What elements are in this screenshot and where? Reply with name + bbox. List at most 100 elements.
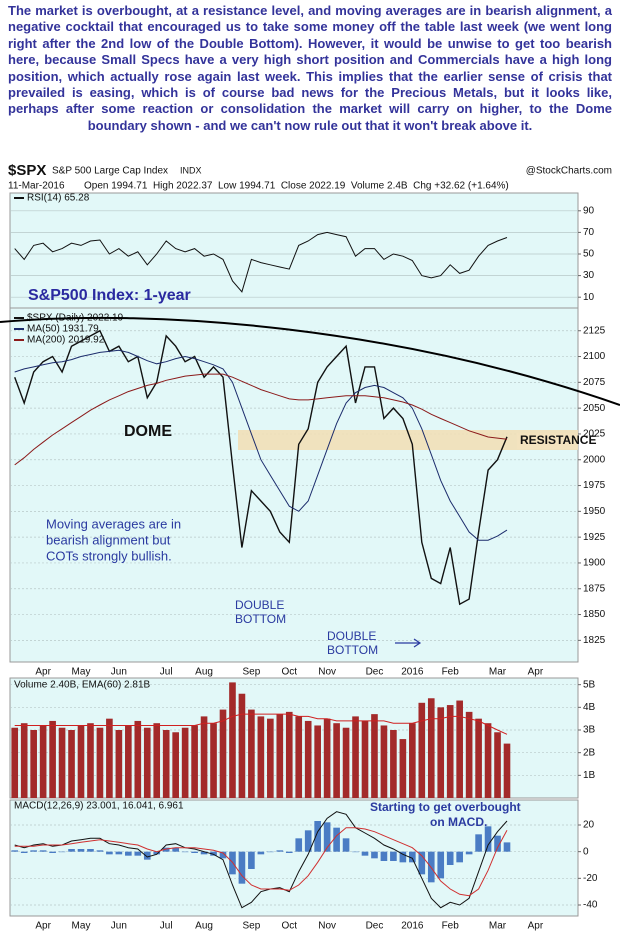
annotation: RESISTANCE	[520, 433, 596, 447]
bar	[361, 720, 369, 798]
x-tick-label: Aug	[195, 921, 213, 932]
y-tick-label: 2125	[583, 325, 606, 336]
y-tick-label: 90	[583, 205, 595, 216]
exchange: INDX	[180, 165, 202, 175]
bar	[437, 707, 445, 798]
bar	[30, 730, 37, 798]
bar	[475, 834, 482, 852]
series-line	[14, 713, 508, 735]
bar	[115, 851, 123, 855]
x-tick-label: Jun	[111, 667, 127, 678]
bar	[219, 851, 227, 859]
x-tick-label: Jul	[160, 921, 173, 932]
series-line	[14, 373, 508, 466]
bar	[323, 822, 331, 852]
bar	[427, 698, 435, 798]
x-tick-label: Apr	[528, 921, 544, 932]
x-tick-label: Dec	[366, 667, 384, 678]
y-tick-label: 2B	[583, 747, 596, 758]
bar	[134, 720, 142, 798]
bar	[409, 851, 416, 863]
bar	[153, 851, 161, 855]
x-tick-label: Jul	[160, 667, 173, 678]
bar	[475, 718, 482, 798]
y-tick-label: 4B	[583, 702, 596, 713]
bar	[181, 727, 189, 798]
bar	[87, 723, 94, 798]
bar	[20, 851, 28, 853]
y-tick-label: 0	[583, 846, 589, 857]
annotation: S&P500 Index: 1-year	[28, 287, 191, 304]
y-tick-label: 2050	[583, 403, 606, 414]
bar	[503, 842, 511, 852]
bar	[191, 851, 198, 853]
bar	[219, 709, 227, 798]
bar	[285, 851, 293, 853]
bar	[238, 693, 246, 798]
bar	[248, 709, 255, 798]
bar	[257, 716, 265, 798]
legend-label: MA(200) 2019.92	[27, 335, 105, 346]
legend-label: MA(50) 1931.79	[27, 324, 99, 335]
x-tick-label: Nov	[318, 921, 336, 932]
y-tick-label: 1B	[583, 770, 596, 781]
y-tick-label: 5B	[583, 679, 596, 690]
bar	[295, 716, 303, 798]
bar	[465, 711, 473, 798]
bar	[58, 851, 66, 853]
bar	[456, 700, 463, 798]
bar	[11, 727, 19, 798]
y-tick-label: -40	[583, 900, 598, 911]
annotation: DOUBLE	[327, 629, 376, 643]
y-tick-label: 1975	[583, 480, 606, 491]
bar	[352, 851, 359, 853]
bar	[68, 849, 75, 852]
bar	[399, 851, 407, 863]
annotation: COTs strongly bullish.	[46, 548, 172, 563]
bar	[87, 849, 94, 852]
bar	[200, 716, 208, 798]
bar	[380, 725, 388, 798]
bar	[143, 851, 151, 860]
bar	[342, 727, 350, 798]
series-line	[14, 231, 508, 293]
bar	[342, 838, 350, 852]
resistance-band	[238, 430, 578, 450]
bar	[380, 851, 388, 861]
legend-label: RSI(14) 65.28	[27, 193, 90, 204]
bar	[285, 711, 293, 798]
quote: Open 1994.71 High 2022.37 Low 1994.71 Cl…	[84, 181, 509, 192]
bar	[314, 725, 321, 798]
bar	[390, 851, 397, 861]
bar	[248, 851, 255, 869]
bar	[333, 827, 340, 852]
x-tick-label: 2016	[401, 667, 424, 678]
bar	[20, 723, 28, 798]
bar	[106, 851, 113, 855]
bar	[210, 723, 217, 798]
series-line	[14, 811, 508, 909]
bar	[494, 835, 501, 852]
bar	[238, 851, 246, 884]
bar	[125, 851, 132, 856]
bar	[39, 725, 47, 798]
bar	[77, 849, 85, 852]
bar	[210, 851, 217, 856]
x-tick-label: Aug	[195, 667, 213, 678]
bar	[96, 727, 104, 798]
annotation: DOUBLE	[235, 598, 284, 612]
x-tick-label: Apr	[35, 921, 51, 932]
bar	[371, 714, 378, 798]
bar	[361, 851, 369, 856]
bar	[409, 723, 416, 798]
y-tick-label: -20	[583, 873, 598, 884]
bar	[96, 850, 104, 852]
y-tick-label: 1900	[583, 558, 606, 569]
x-tick-label: Mar	[489, 921, 507, 932]
bar	[162, 730, 170, 798]
bar	[49, 851, 56, 853]
annotation: Starting to get overbought	[370, 800, 521, 814]
date: 11-Mar-2016	[8, 181, 65, 192]
